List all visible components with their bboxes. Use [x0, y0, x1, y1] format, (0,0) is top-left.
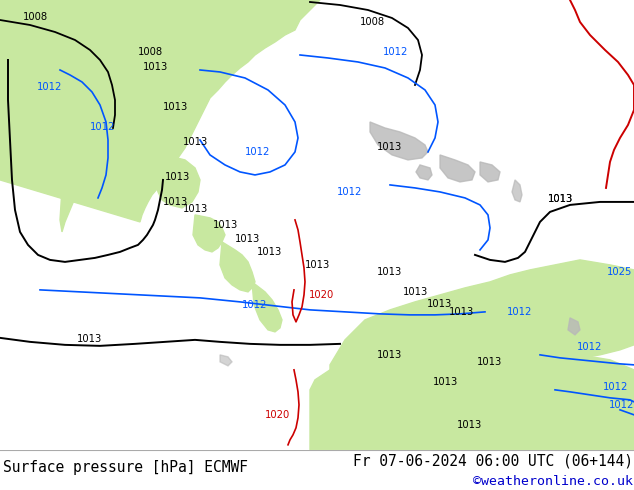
Text: 1013: 1013 — [183, 204, 207, 214]
Polygon shape — [220, 355, 232, 366]
Polygon shape — [60, 95, 94, 232]
Polygon shape — [568, 318, 580, 335]
Text: 1013: 1013 — [432, 377, 458, 387]
Text: 1012: 1012 — [245, 147, 271, 157]
Text: 1012: 1012 — [242, 300, 268, 310]
Text: 1013: 1013 — [403, 287, 427, 297]
Polygon shape — [193, 215, 225, 252]
Text: 1013: 1013 — [162, 102, 188, 112]
Text: 1013: 1013 — [165, 172, 191, 182]
Text: 1013: 1013 — [427, 299, 453, 309]
Text: 1013: 1013 — [257, 247, 283, 257]
Text: 1013: 1013 — [377, 142, 403, 152]
Text: 1025: 1025 — [607, 267, 633, 277]
Polygon shape — [0, 0, 320, 222]
Text: 1012: 1012 — [384, 47, 409, 57]
Text: 1012: 1012 — [37, 82, 63, 92]
Text: 1008: 1008 — [138, 47, 162, 57]
Polygon shape — [416, 165, 432, 180]
Text: ©weatheronline.co.uk: ©weatheronline.co.uk — [473, 475, 633, 488]
Polygon shape — [330, 260, 634, 390]
Text: 1013: 1013 — [450, 307, 475, 317]
Text: 1012: 1012 — [609, 400, 634, 410]
Text: 1013: 1013 — [377, 267, 403, 277]
Text: 1013: 1013 — [377, 350, 403, 360]
Polygon shape — [440, 155, 475, 182]
Text: 1012: 1012 — [604, 382, 629, 392]
Polygon shape — [220, 242, 255, 292]
Text: Surface pressure [hPa] ECMWF: Surface pressure [hPa] ECMWF — [3, 461, 248, 475]
Polygon shape — [480, 162, 500, 182]
Text: 1013: 1013 — [212, 220, 238, 230]
Text: 1020: 1020 — [309, 290, 335, 300]
Polygon shape — [512, 180, 522, 202]
Text: 1012: 1012 — [337, 187, 363, 197]
Text: 1020: 1020 — [266, 410, 290, 420]
Text: 1013: 1013 — [548, 194, 573, 204]
Polygon shape — [370, 122, 428, 160]
Text: 1012: 1012 — [90, 122, 115, 132]
Text: 1013: 1013 — [457, 420, 482, 430]
Text: 1013: 1013 — [235, 234, 261, 244]
Text: 1012: 1012 — [578, 342, 603, 352]
Polygon shape — [155, 155, 200, 208]
Text: 1013: 1013 — [548, 194, 573, 204]
Polygon shape — [252, 282, 282, 332]
Text: 1008: 1008 — [22, 12, 48, 22]
Text: 1013: 1013 — [183, 137, 207, 147]
Text: Fr 07-06-2024 06:00 UTC (06+144): Fr 07-06-2024 06:00 UTC (06+144) — [353, 454, 633, 468]
Text: 1013: 1013 — [477, 357, 503, 367]
Text: 1008: 1008 — [359, 17, 385, 27]
Polygon shape — [310, 330, 634, 450]
Text: 1013: 1013 — [143, 62, 167, 72]
Text: 1013: 1013 — [306, 260, 330, 270]
Text: 1013: 1013 — [162, 197, 188, 207]
Text: 1012: 1012 — [507, 307, 533, 317]
Text: 1013: 1013 — [77, 334, 103, 344]
